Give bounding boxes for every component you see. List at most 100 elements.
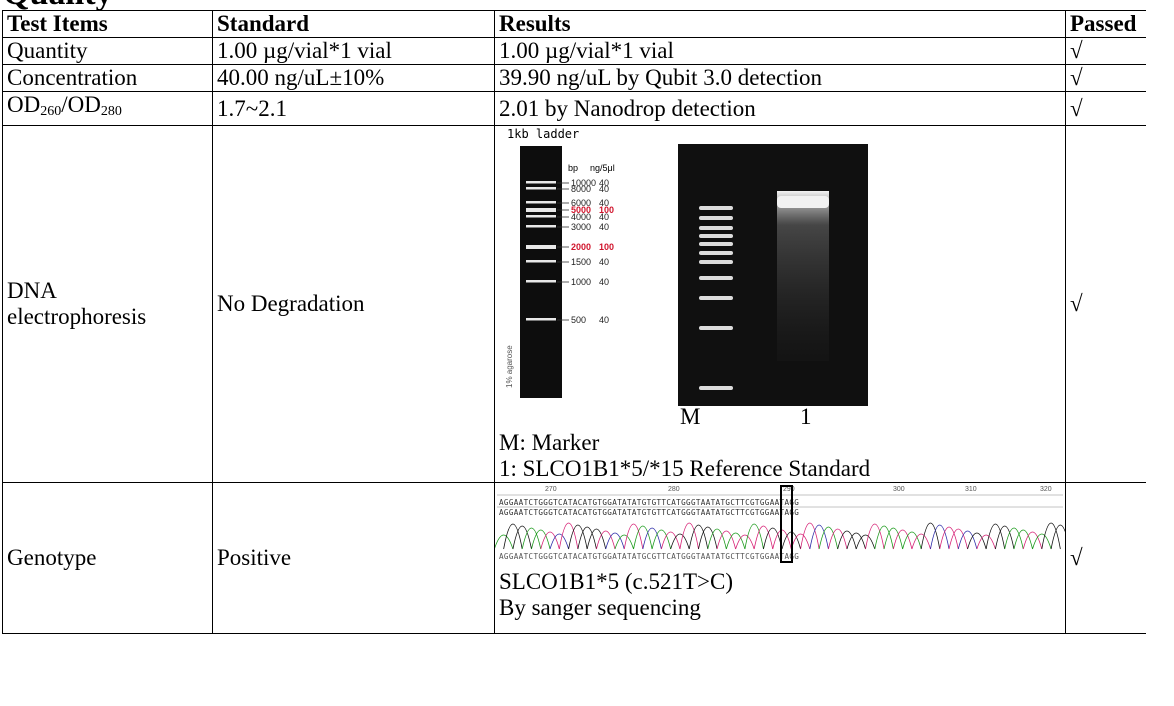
ruler-tick-label: 290 — [783, 486, 795, 493]
chromatogram-peak — [623, 523, 644, 550]
chromatogram-peak — [1032, 533, 1052, 550]
table-row: OD260/OD280 1.7~2.1 2.01 by Nanodrop det… — [2, 91, 1146, 126]
ladder-bp-label: 6000 — [571, 198, 591, 208]
ruler-tick-label: 280 — [668, 486, 680, 493]
chromatogram-peak — [512, 525, 532, 550]
chromatogram-peak — [1022, 531, 1043, 550]
od-text: OD — [7, 92, 41, 117]
ladder-ng-label: 40 — [599, 277, 609, 287]
ladder-band — [526, 280, 556, 283]
chromatogram-peak — [911, 533, 931, 550]
chromatogram-peak — [753, 525, 774, 550]
sample-smear — [777, 191, 829, 361]
chromatogram-peak — [596, 530, 616, 550]
ladder-band — [526, 201, 556, 204]
chromatogram-peak — [725, 532, 746, 550]
sequence-line-2: AGGAATCTGGGTCATACATGTGGATATATGTGTTCATGGG… — [499, 508, 799, 517]
chromatogram-peak — [1004, 527, 1024, 550]
chromatogram-peak — [735, 534, 755, 550]
chromatogram-peak — [503, 523, 523, 550]
chromatogram-peak — [670, 533, 690, 550]
marker-band — [699, 276, 733, 280]
section-title: Quality — [0, 0, 400, 12]
cell-result-gel: 1kb ladder bp ng/5μl 10000 40 8000 40 6000 40… — [494, 125, 1066, 483]
chromatogram-peak — [633, 525, 653, 550]
chromatogram-peak — [892, 529, 913, 550]
ladder-bp-label: 1500 — [571, 257, 591, 267]
chromatogram-peak — [549, 533, 569, 550]
gel-figure: 1kb ladder bp ng/5μl 10000 40 8000 40 6000 40… — [495, 126, 1065, 456]
chromatogram-peak — [967, 532, 987, 550]
cell-standard: 1.00 µg/vial*1 vial — [212, 37, 495, 65]
ruler-tick-label: 300 — [893, 486, 905, 493]
agarose-label: 1% agarose — [505, 345, 514, 388]
cell-standard: 1.7~2.1 — [212, 91, 495, 126]
ladder-ng-label: 40 — [599, 257, 609, 267]
chromatogram-peak — [531, 529, 551, 550]
marker-band — [699, 234, 733, 238]
cell-result-sequence: 270 280 290 300 310 320 AGGAATCTGGGTCATACATGT… — [493, 482, 1071, 634]
method-label: By sanger sequencing — [499, 595, 701, 620]
table-row: Concentration 40.00 ng/uL±10% 39.90 ng/u… — [2, 64, 1146, 92]
cell-passed: √ — [1065, 482, 1146, 634]
ladder-bp-label: 4000 — [571, 212, 591, 222]
chromatogram-peak — [948, 528, 968, 550]
marker-band — [699, 296, 733, 300]
marker-band — [699, 326, 733, 330]
ladder-bp-label: 8000 — [571, 184, 591, 194]
gel-caption-2: 1: SLCO1B1*5/*15 Reference Standard — [499, 456, 871, 481]
chromatogram-peak — [614, 534, 634, 550]
sample-band — [777, 196, 829, 208]
chromatogram-peak — [558, 522, 579, 550]
chromatogram-peak — [586, 528, 607, 550]
chromatogram-peak — [985, 523, 1006, 550]
ladder-band — [526, 260, 556, 263]
od-sub-280: 280 — [100, 104, 122, 119]
variant-highlight-box — [780, 485, 793, 563]
header-passed: Passed — [1065, 10, 1146, 38]
item-line-2: electrophoresis — [7, 304, 147, 329]
chromatogram-peak — [493, 534, 514, 550]
ladder-band — [526, 245, 556, 249]
table-row: DNA electrophoresis No Degradation 1kb la… — [2, 125, 1146, 483]
ladder-title: 1kb ladder — [507, 127, 579, 141]
ladder-bp-label: 2000 — [571, 242, 591, 252]
cell-result: 2.01 by Nanodrop detection — [494, 91, 1066, 126]
variant-label: SLCO1B1*5 (c.521T>C) — [499, 569, 734, 594]
ladder-band — [526, 225, 556, 228]
lane-label-m: M — [680, 404, 700, 429]
cell-standard: No Degradation — [212, 125, 495, 483]
marker-band — [699, 226, 733, 230]
ladder-band — [526, 181, 556, 184]
header-test-items: Test Items — [2, 10, 213, 38]
chromatogram-peak — [828, 528, 848, 550]
marker-band — [699, 206, 733, 210]
cell-passed: √ — [1065, 91, 1146, 126]
ladder-band — [526, 318, 556, 321]
chromatogram-peak — [790, 533, 811, 550]
ladder-band — [526, 208, 556, 212]
chromatogram-peak — [818, 526, 839, 550]
chromatogram-peak — [660, 531, 681, 550]
marker-band — [699, 216, 733, 220]
quality-table: Test Items Standard Results Passed Quant… — [2, 10, 1146, 634]
chromatogram-peak — [605, 532, 625, 550]
ladder-ng-label: 100 — [599, 242, 614, 252]
chromatogram-peak — [1013, 529, 1033, 550]
chromatogram-peak — [995, 525, 1015, 550]
chromatogram-peak — [930, 524, 950, 550]
marker-band — [699, 251, 733, 255]
chromatogram-peak — [716, 530, 736, 550]
header-row: Test Items Standard Results Passed — [2, 10, 1146, 38]
sequence-chromatogram: 270 280 290 300 310 320 AGGAATCTGGGTCATACATGT… — [493, 483, 1071, 633]
chromatogram-peak — [651, 529, 672, 550]
gel-caption-1: M: Marker — [499, 430, 600, 455]
chromatogram-peak — [883, 527, 904, 550]
chromatogram-peak — [809, 524, 829, 550]
ladder-ng-label: 40 — [599, 178, 609, 188]
od-sub-260: 260 — [40, 104, 62, 119]
ladder-ng-label: 40 — [599, 315, 609, 325]
chromatogram-peak — [865, 523, 885, 550]
marker-band — [699, 260, 733, 264]
sample-gel — [678, 144, 868, 406]
